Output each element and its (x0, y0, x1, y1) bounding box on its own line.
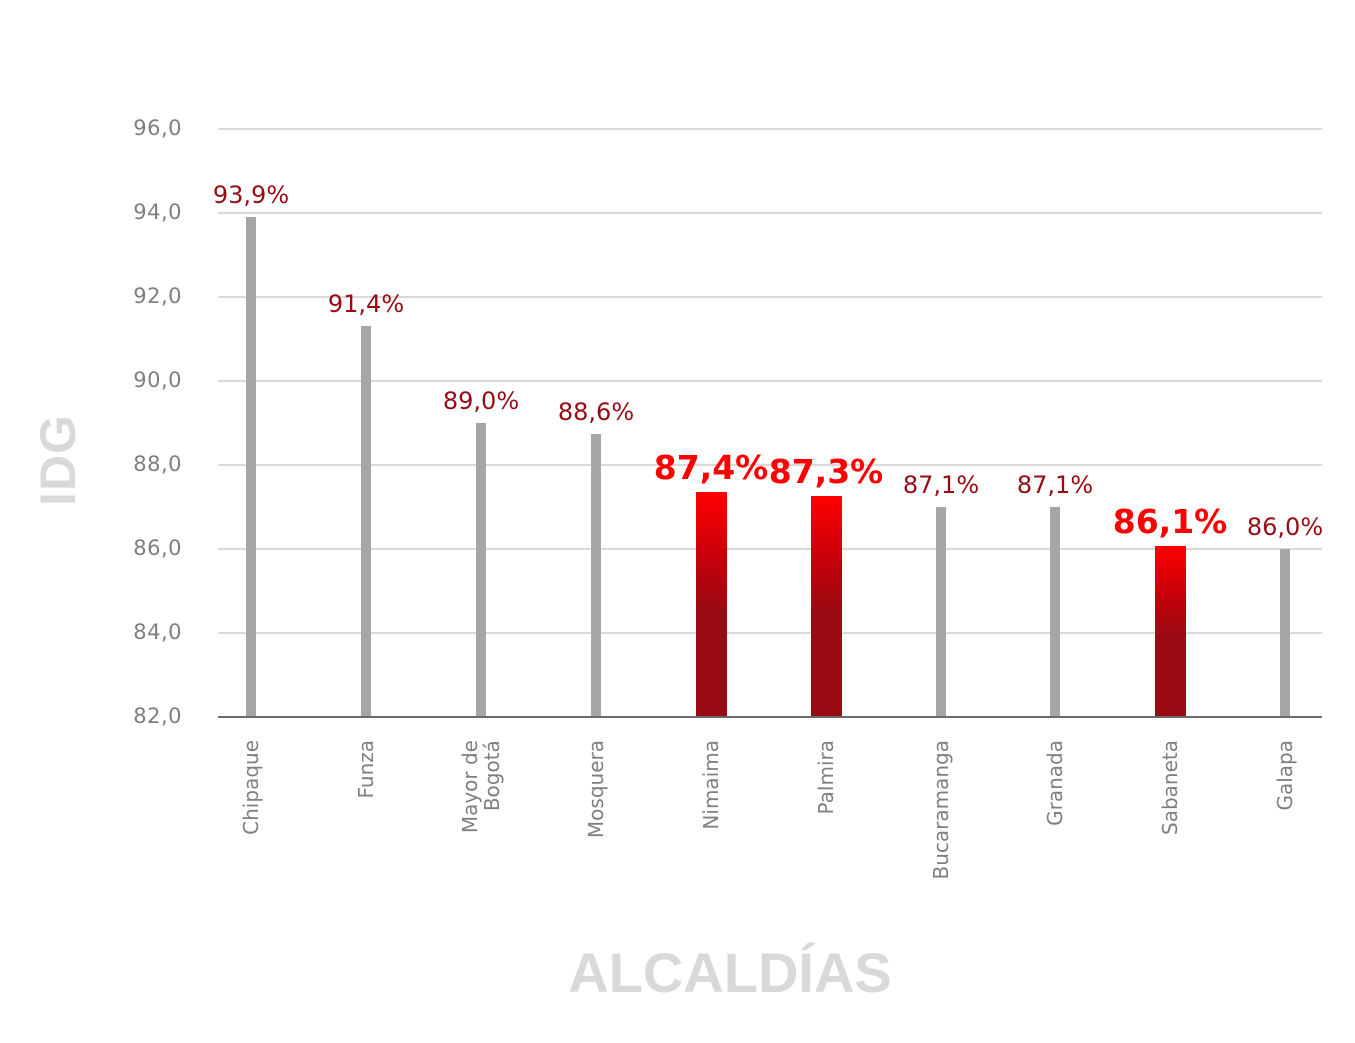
y-axis-title: IDG (30, 414, 86, 506)
gridline (218, 548, 1322, 550)
data-label: 87,1% (1016, 471, 1094, 499)
bar (591, 433, 601, 717)
data-label: 89,0% (442, 387, 520, 415)
x-tick-label: Funza (354, 740, 378, 799)
x-tick-label: Mosquera (584, 740, 608, 839)
x-tick-label: Sabaneta (1158, 740, 1182, 835)
data-label: 87,4% (653, 448, 769, 488)
x-axis-title: ALCALDÍAS (568, 941, 892, 1004)
bar (1154, 546, 1186, 717)
x-axis-line (218, 716, 1322, 718)
gridline (218, 464, 1322, 466)
y-tick-label: 82,0 (133, 704, 182, 728)
gridline (218, 632, 1322, 634)
bar (810, 495, 842, 717)
x-tick-label: Granada (1043, 740, 1067, 826)
data-label: 88,6% (557, 397, 635, 426)
x-tick-label: Chipaque (239, 740, 263, 835)
gridline (218, 296, 1322, 298)
y-tick-label: 90,0 (133, 368, 182, 392)
x-tick-label: Nimaima (699, 740, 723, 830)
bar (695, 492, 727, 717)
x-tick-label: Galapa (1273, 740, 1297, 811)
gridline (218, 212, 1322, 214)
y-tick-label: 88,0 (133, 452, 182, 476)
data-label: 87,3% (768, 451, 884, 491)
x-tick-label: Bucaramanga (929, 740, 953, 880)
bar (936, 507, 946, 717)
bar (1280, 549, 1290, 717)
bar (1050, 507, 1060, 717)
y-tick-label: 96,0 (133, 116, 182, 140)
y-tick-label: 94,0 (133, 200, 182, 224)
bar (476, 423, 486, 717)
bar (361, 326, 371, 717)
data-label: 86,0% (1246, 513, 1324, 541)
y-tick-label: 92,0 (133, 284, 182, 308)
gridline (218, 128, 1322, 130)
data-label: 86,1% (1112, 502, 1228, 542)
x-tick-label: Palmira (814, 740, 838, 815)
y-tick-label: 86,0 (133, 536, 182, 560)
y-tick-label: 84,0 (133, 620, 182, 644)
data-label: 91,4% (327, 290, 405, 319)
gridline (218, 380, 1322, 382)
bar (246, 217, 256, 717)
x-tick-label: Mayor de Bogotá (458, 740, 504, 834)
data-label: 87,1% (902, 471, 980, 499)
data-label: 93,9% (212, 181, 290, 210)
